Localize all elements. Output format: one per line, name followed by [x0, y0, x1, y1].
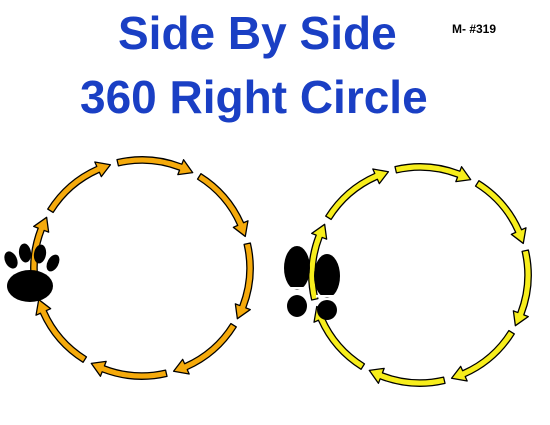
right-circle-arrow — [368, 367, 446, 387]
left-circle-arrow — [47, 161, 112, 214]
left-circle-arrow — [35, 298, 88, 363]
shoe-tread-gap — [286, 287, 308, 290]
title-line-2: 360 Right Circle — [80, 71, 428, 123]
left-circle-arrow — [116, 156, 194, 176]
right-shoe-print-icon — [314, 254, 340, 320]
left-arrow-circle — [30, 156, 254, 380]
right-circle-arrow — [450, 329, 515, 382]
left-circle-arrow — [172, 322, 237, 375]
diagram-code: M- #319 — [452, 22, 497, 36]
left-shoe-print-icon — [284, 246, 310, 317]
right-circle-arrow — [394, 163, 472, 183]
left-circle-arrow — [196, 173, 249, 238]
right-arrow-circle — [308, 163, 532, 387]
left-circle-arrow — [90, 360, 168, 380]
right-circle-arrow — [474, 180, 527, 245]
right-circle-arrow — [325, 168, 390, 221]
left-circle-arrow — [234, 242, 254, 320]
shoe-prints-icon — [284, 246, 340, 320]
shoe-tread-gap — [316, 295, 338, 298]
paw-print-icon — [4, 243, 60, 302]
title-line-1: Side By Side — [118, 7, 397, 59]
right-circle-arrow — [512, 249, 532, 327]
